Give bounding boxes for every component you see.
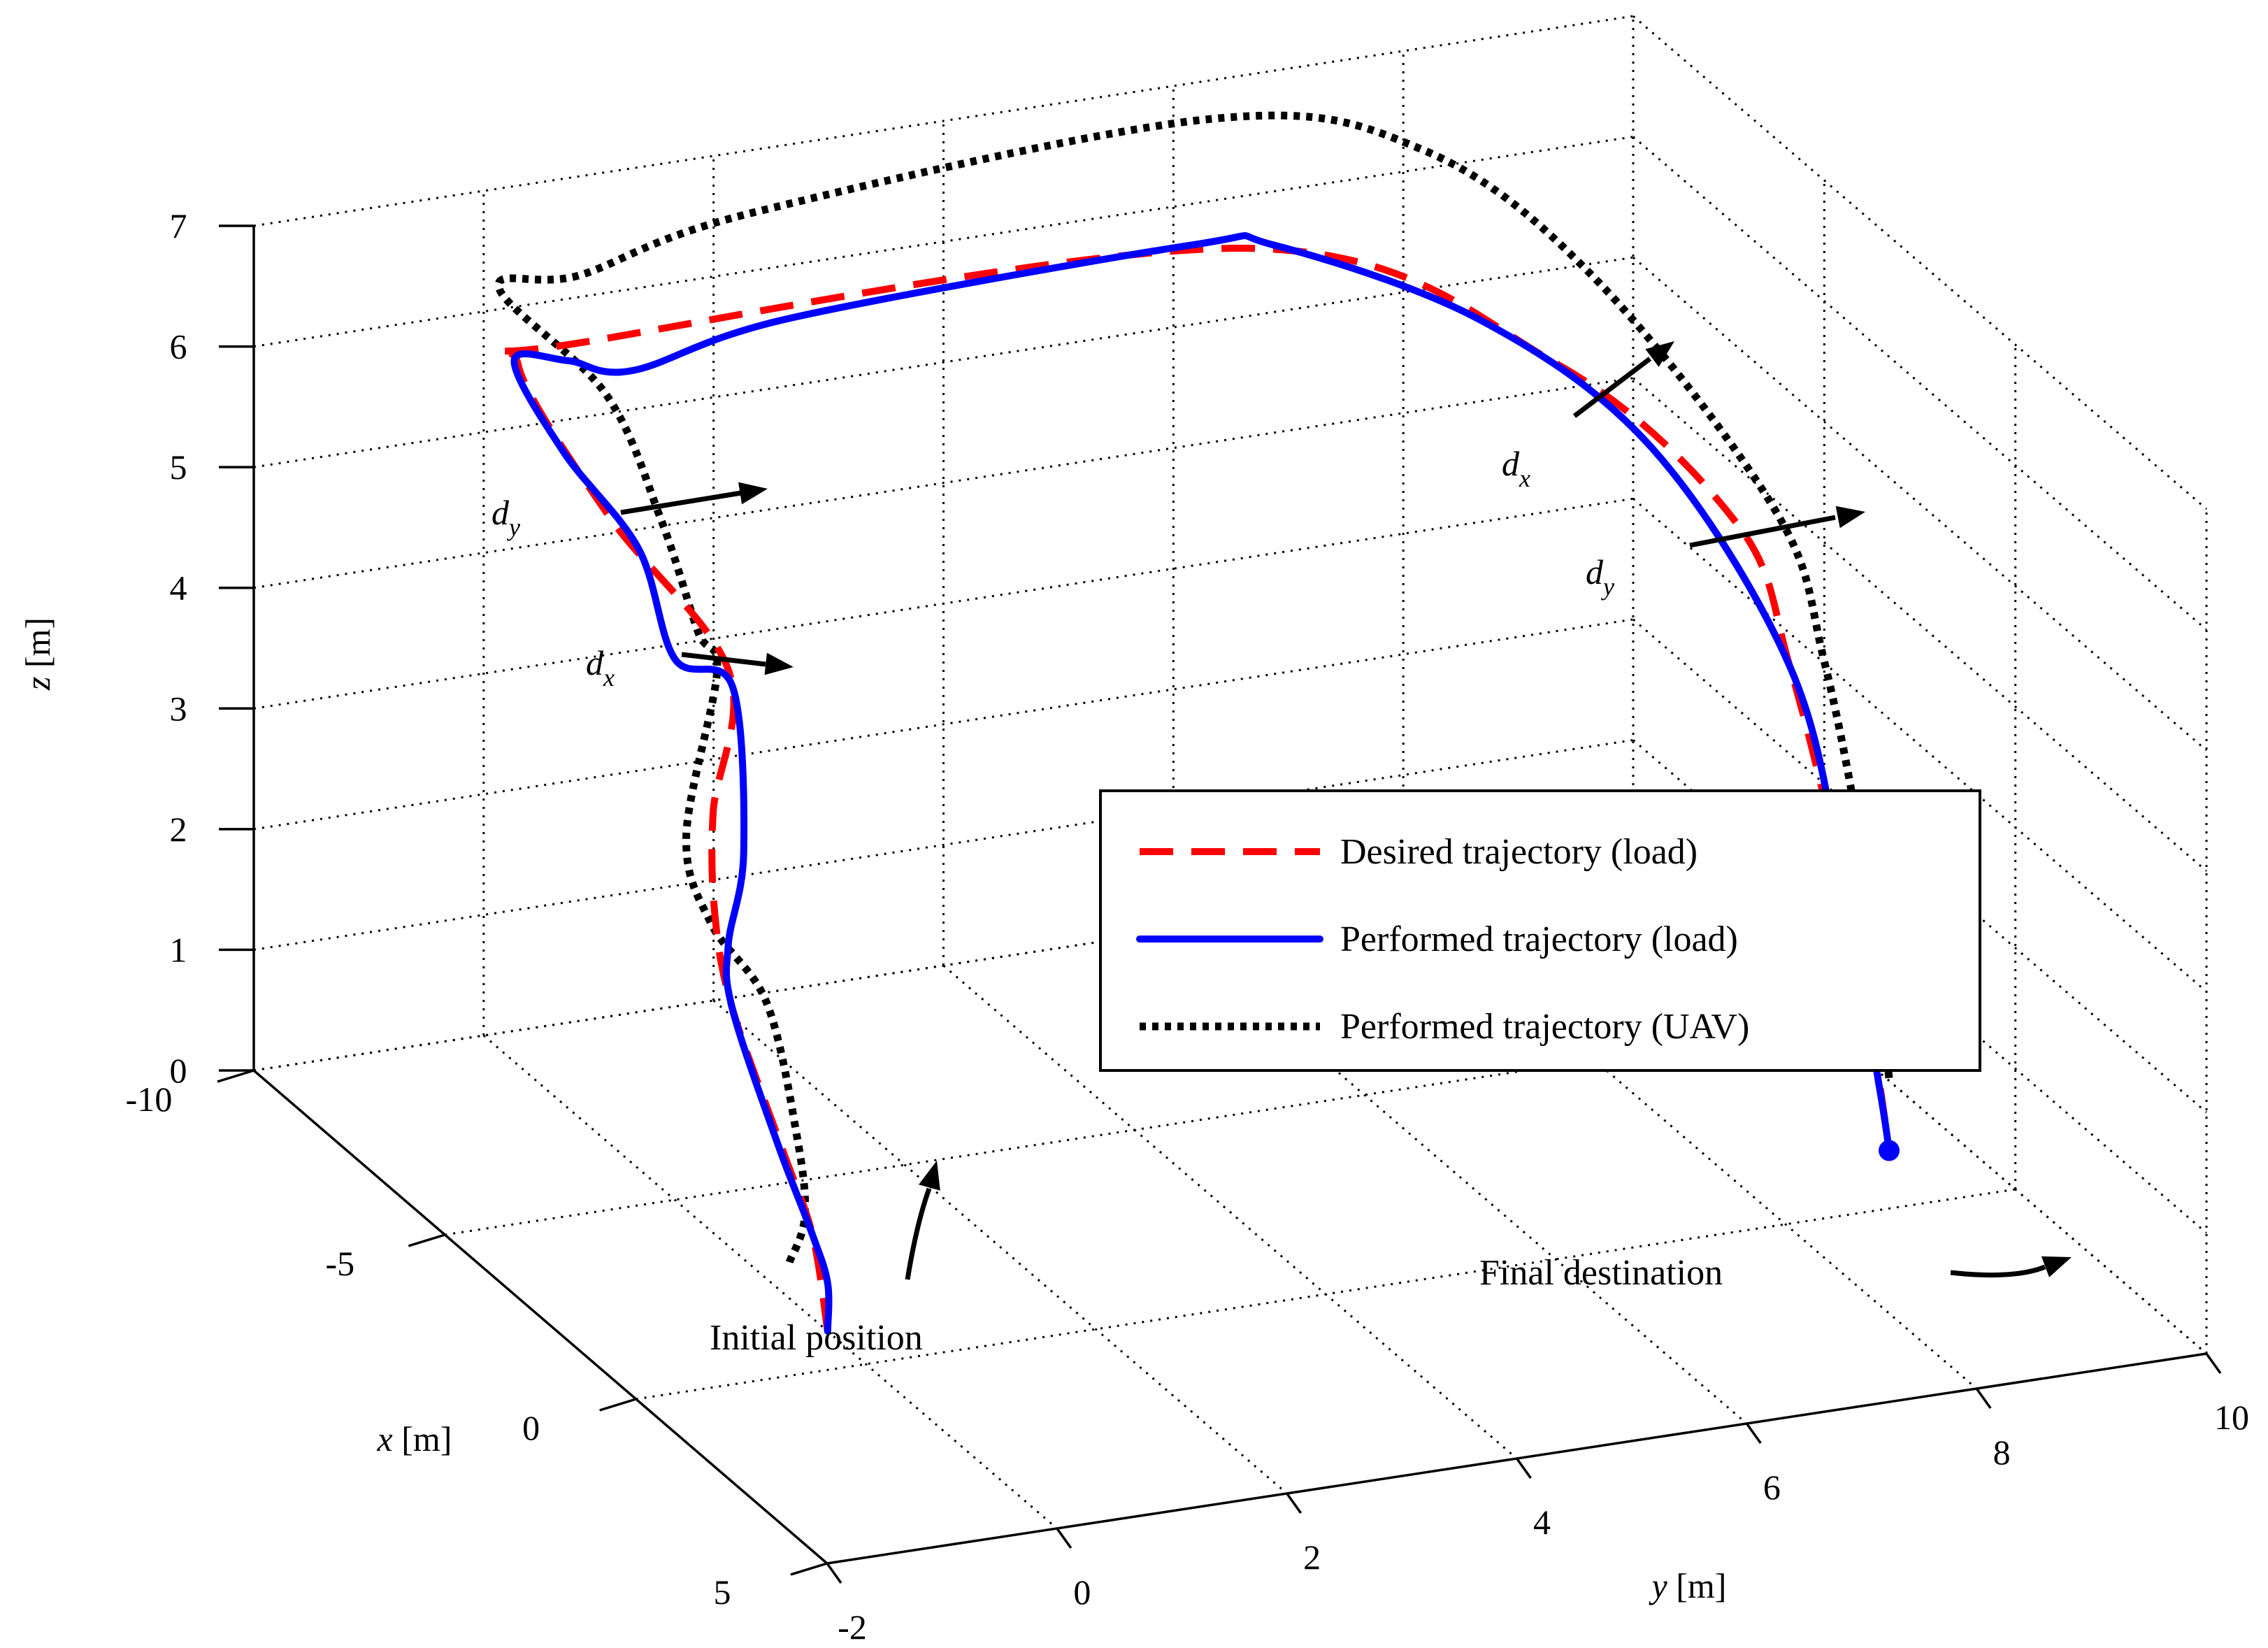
initial-position-label: Initial position <box>710 1318 923 1358</box>
grid-back-z <box>253 497 1634 710</box>
dy-label-left: dy <box>491 493 520 541</box>
annotations: dx dy dx dy Initial position Final destinatio… <box>491 341 2072 1358</box>
z-tick-label: 4 <box>170 568 187 608</box>
dy-label-right: dy <box>1586 552 1614 601</box>
legend-box <box>1099 789 1981 1072</box>
grid-side-z <box>1632 15 2207 510</box>
z-tick-label: 7 <box>170 206 187 245</box>
y-tick-mark <box>1745 1422 1762 1445</box>
z-tick-label: 2 <box>170 810 187 849</box>
z-axis-label: z [m] <box>18 617 57 691</box>
y-tick-mark <box>2205 1352 2222 1375</box>
x-tick-label: -5 <box>326 1244 355 1283</box>
x-axis-label: x [m] <box>377 1419 452 1459</box>
grid-back-z <box>253 859 1634 1072</box>
z-tick-label: 0 <box>170 1051 187 1090</box>
grid-side-z <box>1632 498 2207 993</box>
legend-label-2: Performed trajectory (UAV) <box>1340 1007 1749 1047</box>
grid-floor-y <box>942 964 1518 1460</box>
y-tick-label: 2 <box>1303 1538 1321 1577</box>
grid-back-z <box>253 256 1634 468</box>
initial-position-arrow <box>905 1161 940 1280</box>
z-tick-label: 6 <box>170 327 187 366</box>
final-destination-arrow <box>1950 1256 2072 1278</box>
y-tick-label: 10 <box>2214 1398 2249 1437</box>
grid-back-z <box>253 136 1634 348</box>
dy-arrow-left <box>620 482 768 515</box>
y-tick-mark <box>1056 1527 1072 1549</box>
series-1-line <box>510 231 1893 1335</box>
grid-side-z <box>1632 257 2207 752</box>
z-tick-label: 5 <box>170 447 187 487</box>
x-axis-line <box>252 1069 828 1565</box>
y-tick-label: 4 <box>1533 1503 1551 1542</box>
z-tick-label: 3 <box>170 689 187 728</box>
y-tick-label: 6 <box>1763 1468 1781 1507</box>
y-tick-mark <box>1975 1387 1992 1410</box>
legend: Desired trajectory (load) Performed traje… <box>1099 789 1981 1072</box>
x-tick-label: 0 <box>522 1408 540 1447</box>
x-tick-label: -10 <box>126 1080 173 1119</box>
y-tick-mark <box>1286 1492 1302 1514</box>
grid-back-z <box>253 738 1634 951</box>
final-destination-label: Final destination <box>1479 1253 1723 1293</box>
grid-back-z <box>253 15 1634 227</box>
dy-arrow-right <box>1689 506 1865 548</box>
y-tick-label: 0 <box>1073 1572 1091 1612</box>
x-tick-label: 5 <box>714 1572 731 1612</box>
x-tick-mark <box>790 1562 828 1576</box>
y-axis-label: y [m] <box>1649 1566 1727 1605</box>
dx-arrow-right <box>1572 341 1674 418</box>
grid-floor-y <box>482 1034 1058 1530</box>
grid-back-z <box>253 618 1634 831</box>
y-tick-label: -2 <box>838 1607 867 1647</box>
dx-label-left: dx <box>586 643 615 692</box>
grid-floor-y <box>712 999 1288 1495</box>
y-tick-mark <box>1516 1457 1532 1479</box>
y-tick-label: 8 <box>1993 1433 2011 1472</box>
dx-arrow-left <box>681 652 794 675</box>
axes <box>217 224 2222 1584</box>
y-tick-mark <box>826 1562 842 1584</box>
grid-side-z <box>1632 377 2207 872</box>
x-tick-mark <box>599 1398 637 1412</box>
dx-label-right: dx <box>1502 444 1530 492</box>
tick-labels: 0 1 2 3 4 5 6 7 -10 -5 0 5 -2 0 2 4 6 8 10 z [m] x [m] y [m] <box>18 206 2249 1647</box>
x-tick-mark <box>217 1069 254 1083</box>
z-tick-label: 1 <box>170 930 187 969</box>
final-point-marker <box>1879 1140 1900 1161</box>
grid-back-z <box>253 377 1634 589</box>
trajectory-series <box>494 111 1900 1335</box>
series-2-line <box>494 111 1893 1264</box>
legend-label-0: Desired trajectory (load) <box>1340 832 1698 872</box>
legend-label-1: Performed trajectory (load) <box>1340 919 1738 959</box>
grid-side-z <box>1632 136 2207 631</box>
x-tick-mark <box>408 1233 445 1247</box>
